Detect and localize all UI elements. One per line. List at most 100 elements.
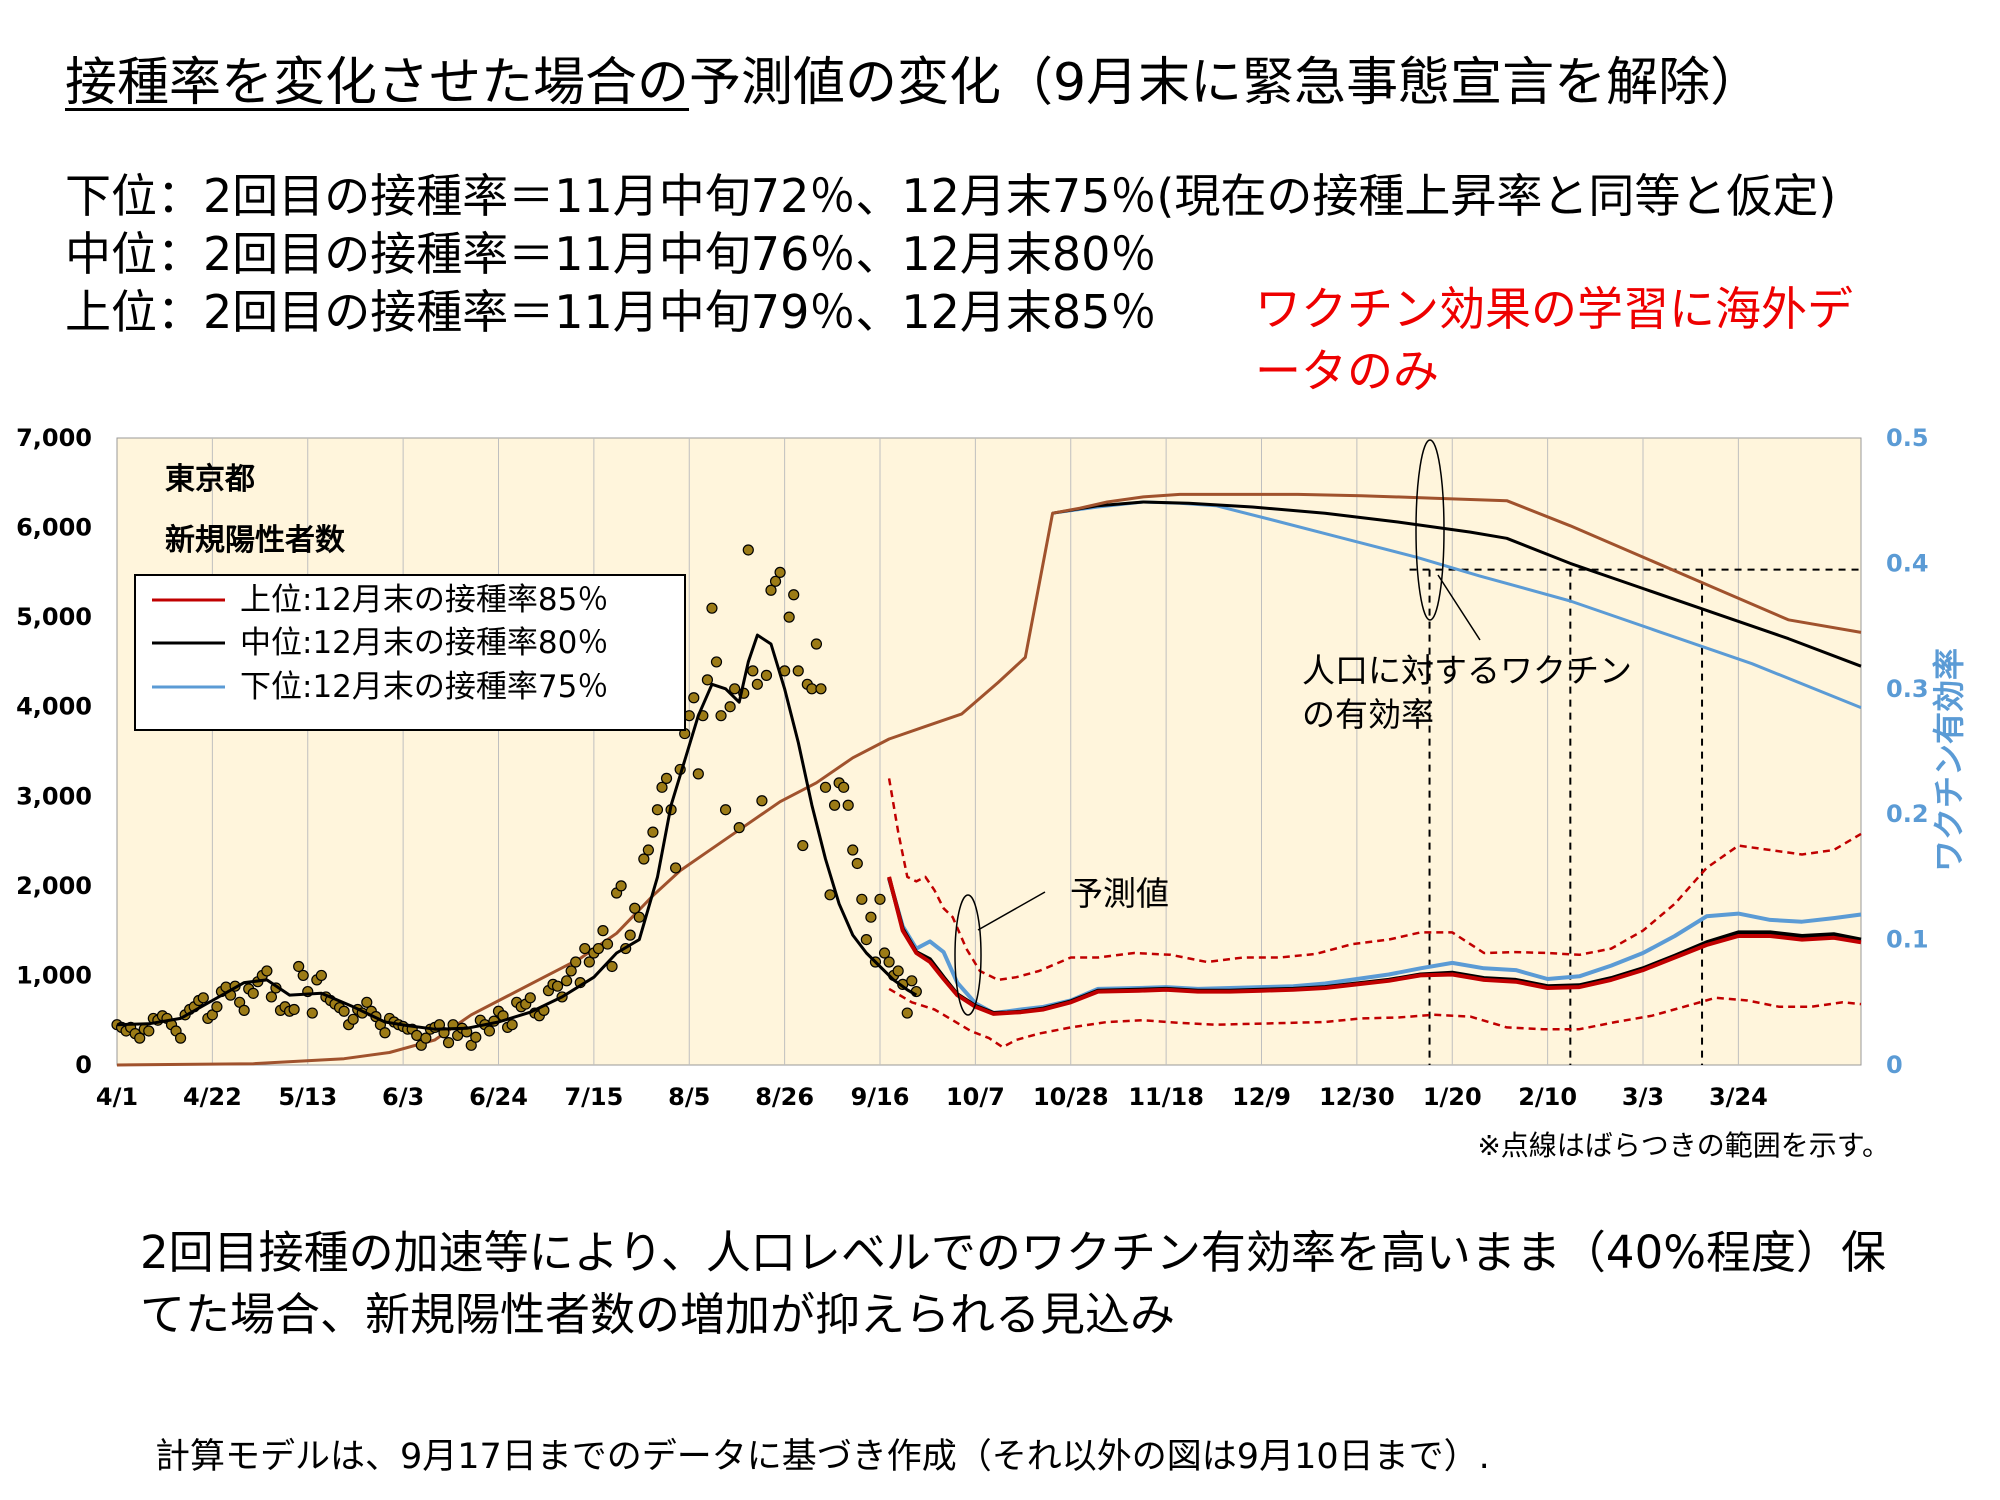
observed-point <box>379 1027 391 1039</box>
observed-point <box>565 965 577 977</box>
observed-point <box>838 781 850 793</box>
y-left-tick-label: 5,000 <box>16 603 92 631</box>
observed-point <box>174 1032 187 1044</box>
y-left-tick-label: 6,000 <box>16 514 92 542</box>
x-tick-label: 8/5 <box>668 1083 710 1111</box>
series-upper <box>887 876 1862 1016</box>
observed-point <box>583 956 595 968</box>
y-left-tick-label: 1,000 <box>16 961 92 989</box>
observed-point <box>601 938 614 950</box>
observed-point <box>706 602 718 614</box>
observed-point <box>633 911 645 923</box>
prediction-label: 予測値 <box>1070 874 1169 913</box>
observed-point <box>293 960 305 973</box>
annotation-prediction: 予測値 <box>954 874 1169 1016</box>
y-left-tick-label: 3,000 <box>16 782 92 810</box>
observed-point <box>551 980 564 992</box>
legend-box <box>134 574 686 731</box>
series-band-upper <box>887 778 1862 982</box>
series-efficacy-upper <box>116 492 1862 1067</box>
y-right-tick-label: 0 <box>1886 1051 1903 1079</box>
observed-point <box>842 799 854 811</box>
scenario-middle: 中位：2回目の接種率＝11月中旬76％、12月末80％ <box>65 227 1157 281</box>
x-tick-label: 12/30 <box>1319 1083 1395 1111</box>
x-tick-label: 10/7 <box>946 1083 1005 1111</box>
observed-point <box>729 683 741 695</box>
x-tick-label: 4/22 <box>183 1083 242 1111</box>
y-right-tick-label: 0.2 <box>1886 800 1929 828</box>
observed-point <box>756 795 768 807</box>
page-title: 接種率を変化させた場合の予測値の変化（9月末に緊急事態宣言を解除） <box>65 40 1762 115</box>
y-right-tick-label: 0.3 <box>1886 675 1929 703</box>
observed-point <box>642 844 654 856</box>
x-tick-label: 3/24 <box>1709 1083 1768 1111</box>
observed-point <box>629 902 641 914</box>
x-tick-label: 7/15 <box>564 1083 623 1111</box>
observed-point <box>211 1001 223 1013</box>
observed-point <box>828 799 841 811</box>
observed-point <box>306 1007 318 1019</box>
observed-point <box>847 844 859 856</box>
inset-title-2: 新規陽性者数 <box>165 523 346 558</box>
observed-point <box>338 1005 350 1017</box>
observed-point <box>606 960 618 973</box>
annotation-efficacy: 人口に対するワクチンの有効率 <box>1302 439 1632 734</box>
observed-point <box>134 1032 146 1044</box>
observed-point <box>747 665 759 677</box>
observed-point <box>851 857 863 870</box>
observed-point <box>197 992 209 1004</box>
observed-point <box>592 942 605 955</box>
efficacy-ellipse <box>1415 439 1445 621</box>
observed-point <box>788 589 800 601</box>
y-right-tick-label: 0.5 <box>1886 424 1929 452</box>
observed-point <box>815 683 827 695</box>
observed-point <box>143 1025 155 1037</box>
observed-point <box>810 638 823 650</box>
observed-point <box>724 701 736 713</box>
page-title-underlined: 接種率を変化させた場合の <box>65 53 690 113</box>
observed-point <box>824 889 836 901</box>
x-tick-label: 2/10 <box>1518 1083 1577 1111</box>
y-left-tick-label: 4,000 <box>16 693 92 721</box>
observed-point <box>411 1029 423 1042</box>
observed-point <box>615 880 627 892</box>
observed-point <box>238 1004 250 1016</box>
observed-point <box>579 942 591 955</box>
observed-point <box>774 566 786 578</box>
x-tick-label: 4/1 <box>96 1083 138 1111</box>
axes: 4/1 4/22 5/13 6/3 6/24 7/15 8/5 8/26 9/16 10/7 10/… <box>16 424 1928 1111</box>
x-tick-label: 6/24 <box>469 1083 528 1111</box>
legend-label-middle: 中位:12月末の接種率80％ <box>240 625 608 661</box>
observed-point <box>261 965 273 977</box>
observed-point <box>524 992 536 1004</box>
efficacy-label: 人口に対するワクチンの有効率 <box>1302 651 1632 734</box>
observed-point <box>719 804 732 816</box>
observed-point <box>878 947 891 959</box>
y-left-tick-label: 0 <box>75 1051 92 1079</box>
observed-point <box>797 839 809 852</box>
conclusion-text: 2回目接種の加速等により、人口レベルでのワクチン有効率を高いまま（40%程度）保… <box>140 1226 1886 1341</box>
observed-point <box>883 956 895 968</box>
observed-point <box>483 1025 496 1037</box>
observed-point <box>247 987 259 999</box>
observed-point <box>892 965 904 977</box>
observed-point <box>715 710 727 722</box>
observed-point <box>297 969 309 982</box>
observed-point <box>751 678 763 690</box>
observed-point <box>769 575 782 587</box>
x-tick-label: 10/28 <box>1033 1083 1109 1111</box>
x-tick-label: 5/13 <box>278 1083 337 1111</box>
observed-point <box>710 656 723 668</box>
observed-point <box>561 975 573 987</box>
y-left-tick-label: 2,000 <box>16 872 92 900</box>
observed-point <box>420 1032 432 1044</box>
chart: 4/1 4/22 5/13 6/3 6/24 7/15 8/5 8/26 9/16 10/7 10/… <box>16 424 1968 1162</box>
efficacy-pointer <box>1437 574 1481 641</box>
scenario-upper: 上位：2回目の接種率＝11月中旬79％、12月末85％ <box>65 285 1157 339</box>
series-efficacy-middle <box>1052 500 1862 668</box>
observed-point <box>874 893 886 905</box>
legend: 上位:12月末の接種率85％ 中位:12月末の接種率80％ 下位:12月末の接種… <box>134 574 686 731</box>
y-right-tick-label: 0.1 <box>1886 926 1929 954</box>
observed-point <box>819 781 832 793</box>
x-tick-label: 8/26 <box>755 1083 814 1111</box>
